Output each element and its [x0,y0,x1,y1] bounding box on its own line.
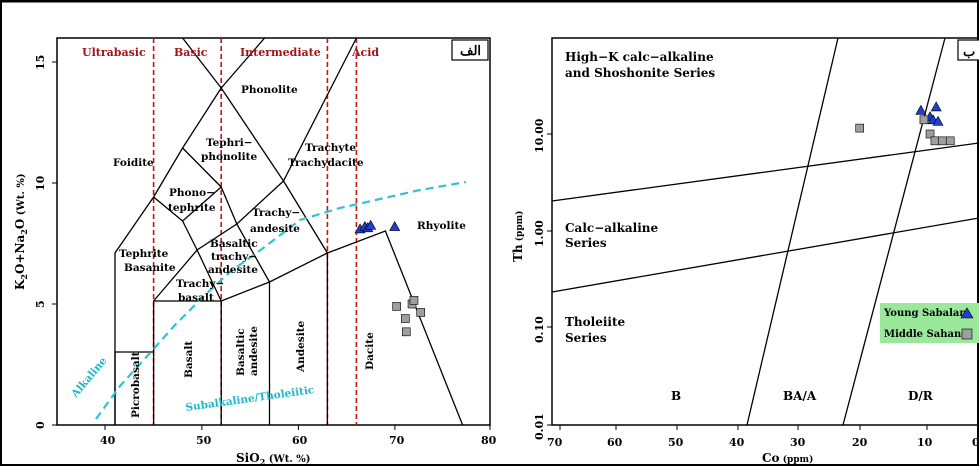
category-basic: Basic [174,46,208,59]
tas-plot-frame [56,37,491,426]
thco-y-tick: 10.00 [533,118,546,153]
tas-y-tick: 0 [34,421,47,429]
thco-x-tick: 0 [972,436,979,449]
panel-label-left: الف [460,44,481,59]
category-acid: Acid [351,46,379,59]
thco-x-tick: 10 [917,436,933,449]
tas-y-tick: 10 [34,175,47,191]
field-label: Trachyte [305,142,356,154]
thco-x-tick: 50 [668,436,684,449]
thco-y-tick: 0.10 [533,316,546,343]
thco-boundaries [551,37,979,426]
field-label: Rhyolite [417,220,466,232]
field-label: basalt [178,292,214,304]
panel-label-box [957,39,979,61]
series-label: and Shoshonite Series [565,66,715,80]
tas-x-tick: 60 [292,434,308,447]
middle-sahand-point [400,314,410,323]
field-label: Trachy− [252,207,300,219]
field-label: tephrite [168,202,216,214]
middle-sahand-point [855,123,865,133]
field-label: Tephri− [206,137,253,149]
young-sabalan-point [915,104,927,115]
middle-sahand-point [919,115,929,125]
series-label: High−K calc−alkaline [565,50,714,64]
field-label: Trachy− [176,278,224,290]
tas-diagram: 40 50 60 70 80 0 5 10 15 SiO2 (Wt. %) K2… [13,37,497,466]
young-sabalan-point [930,101,942,112]
young-sabalan-point [365,219,377,230]
middle-sahand-point [392,302,401,311]
young-sabalan-point [932,115,944,126]
field-label: andesite [208,264,258,276]
legend-square-marker [961,328,973,340]
young-sabalan-point [389,220,401,231]
field-label: Foidite [113,157,154,169]
middle-sahand-point [416,308,426,317]
series-label: Series [565,236,607,250]
legend-young-sabalan: Young Sabalan [883,308,967,319]
thco-points [855,101,955,146]
thco-x-axis-title: Co (ppm) [762,451,813,465]
legend: Young Sabalan Middle Sahand [880,303,979,343]
field-label: Dacite [364,332,376,370]
field-label: Phono− [169,187,215,199]
middle-sahand-point [925,129,935,139]
series-label: Tholeiite [565,315,626,329]
tas-x-tick: 50 [196,434,212,447]
field-label: Basaltic [235,328,247,376]
field-label: B [671,389,681,403]
series-label: Series [565,331,607,345]
field-label: Tephrite [119,248,169,260]
category-intermediate: Intermediate [240,46,321,59]
field-label: Basaltic [210,238,258,250]
tas-y-tick: 5 [34,300,47,308]
legend-triangle-marker [960,307,974,319]
tas-x-tick: 80 [481,434,497,447]
middle-sahand-point [945,136,955,146]
series-label: Calc−alkaline [565,221,659,235]
tas-x-tick: 40 [100,434,116,447]
field-label: trachy− [211,251,257,263]
tas-x-tick: 70 [389,434,405,447]
thco-x-tick: 30 [790,436,806,449]
field-label: Picrobasalt [130,351,142,418]
panel-label-right: ب [963,45,975,60]
middle-sahand-point [401,327,411,337]
field-label: andesite [250,223,300,235]
thco-x-tick: 40 [729,436,745,449]
middle-sahand-point [409,296,419,305]
tas-y-axis-title: K2O+Na2O (Wt. %) [13,173,29,290]
thco-y-tick: 0.01 [533,413,546,440]
field-label: andesite [248,326,260,376]
thco-y-axis-title: Th (ppm) [511,211,525,262]
field-label: Phonolite [241,84,298,96]
thco-x-tick: 20 [852,436,868,449]
thco-x-tick: 70 [547,436,563,449]
tas-x-axis-title: SiO2 (Wt. %) [236,451,311,466]
middle-sahand-point [937,136,947,146]
field-label: Basanite [124,262,176,274]
tas-field-lines [114,37,464,426]
category-ultrabasic: Ultrabasic [82,46,146,59]
field-label: BA/A [783,389,817,403]
thco-y-tick: 1.00 [533,220,546,247]
middle-sahand-point [930,136,940,146]
panel-label-box [451,39,489,61]
field-label: D/R [908,389,934,403]
field-label: phonolite [201,151,257,163]
tas-points [354,219,426,337]
thco-x-tick: 60 [607,436,623,449]
field-label: Trachydacite [288,157,364,169]
field-label: Andesite [295,320,307,373]
legend-middle-sahand: Middle Sahand [884,329,968,340]
th-co-diagram: 70 60 50 40 30 20 10 0 0.01 0.10 1.00 10… [511,37,979,465]
tas-y-tick: 15 [34,55,47,70]
field-label: Basalt [183,341,195,378]
